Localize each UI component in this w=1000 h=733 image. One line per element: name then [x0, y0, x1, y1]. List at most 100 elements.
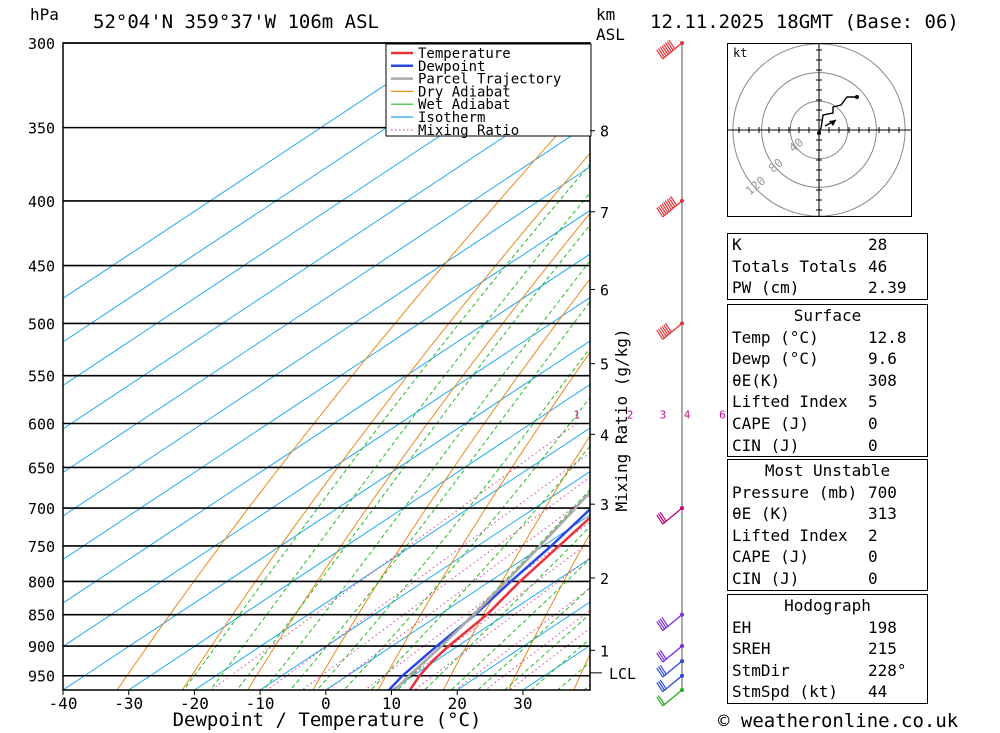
table-row: Lifted Index 5: [728, 391, 927, 413]
hodograph-panel: kt 40 80 120: [727, 43, 912, 217]
table-key: CAPE (J): [732, 547, 810, 567]
table-key: StmSpd (kt): [732, 682, 838, 702]
table-value: 5: [868, 392, 878, 412]
wind-barb-feather: [656, 330, 664, 340]
wind-barb: [656, 644, 684, 663]
km-tick-label: 2: [600, 570, 609, 588]
wet-adiabat-line: [236, 224, 590, 690]
wind-barb-feather: [668, 39, 676, 50]
wind-barb: [656, 39, 684, 60]
wind-barb-staff: [662, 645, 683, 663]
wind-barb-feather: [664, 322, 672, 333]
x-axis-title: Dewpoint / Temperature (°C): [173, 709, 482, 731]
wind-barb-feather: [668, 197, 676, 208]
wind-barb-feather: [659, 679, 667, 690]
wind-barb-feather: [659, 511, 667, 522]
pressure-tick-label: 300: [28, 35, 55, 53]
pressure-tick-label: 500: [28, 315, 55, 333]
table-value: 198: [868, 617, 897, 637]
wind-barb-feather: [657, 513, 665, 523]
table-value: 9.6: [868, 349, 897, 369]
km-tick-label: 8: [600, 123, 609, 141]
table-row: Lifted Index 2: [728, 525, 927, 547]
legend-item-label: Dry Adiabat: [418, 84, 511, 100]
dry-adiabat-line: [442, 434, 590, 690]
table-row: θE(K) 308: [728, 370, 927, 392]
wind-barb: [656, 506, 684, 525]
lcl-label: LCL: [609, 665, 636, 683]
mixing-ratio-label: 2: [627, 408, 634, 421]
wind-barb-feather: [659, 664, 667, 675]
table-value: 700: [868, 482, 897, 502]
table-key: CAPE (J): [732, 413, 810, 433]
km-tick-label: 3: [600, 496, 609, 514]
isotherm-line: [127, 383, 590, 690]
table-key: θE(K): [732, 370, 781, 390]
pressure-tick-label: 900: [28, 638, 55, 656]
wind-barb-feather: [661, 616, 669, 627]
mixing-ratio-line: [301, 476, 590, 690]
x-tick-label: -30: [114, 694, 143, 713]
asl-unit-label: ASL: [596, 25, 625, 44]
pressure-tick-label: 800: [28, 573, 55, 591]
pressure-tick-label: 400: [28, 193, 55, 211]
legend-item-label: Wet Adiabat: [418, 97, 511, 113]
table-value: 2: [868, 525, 878, 545]
table-row: PW (cm) 2.39: [728, 277, 927, 299]
table-row: CIN (J) 0: [728, 568, 927, 590]
most-unstable-title: Most Unstable: [764, 461, 891, 480]
pressure-tick-label: 700: [28, 500, 55, 518]
wind-barb-feather: [663, 324, 671, 334]
pressure-tick-label: 750: [28, 538, 55, 556]
table-row: Dewp (°C) 9.6: [728, 348, 927, 370]
wet-adiabat-line: [343, 396, 590, 690]
table-key: Temp (°C): [732, 327, 819, 347]
x-tick-label: -40: [49, 694, 78, 713]
table-row: StmDir 228°: [728, 660, 927, 682]
table-row: CAPE (J) 0: [728, 413, 927, 435]
wind-barb-dot: [680, 198, 684, 203]
isotherm-line: [193, 427, 590, 690]
wind-barb-dot: [680, 612, 684, 617]
legend-item-label: Dewpoint: [418, 59, 485, 75]
wind-barb-feather: [666, 40, 674, 51]
hodograph-trace-start: [817, 131, 821, 135]
table-key: SREH: [732, 639, 771, 659]
table-key: Totals Totals: [732, 256, 858, 276]
surface-title: Surface: [793, 306, 862, 325]
mixing-ratio-label: 3: [660, 408, 667, 421]
table-value: 308: [868, 370, 897, 390]
wind-barb-feather: [657, 695, 665, 705]
mixing-ratio-axis-title: Mixing Ratio (g/kg): [612, 328, 631, 511]
wind-barb-feather: [657, 619, 665, 630]
most-unstable-table: Most Unstable Pressure (mb) 700 θE (K) 313 L…: [727, 459, 928, 591]
wind-barb-feather: [657, 680, 665, 691]
wind-barb-feather: [659, 618, 667, 629]
mixing-ratio-line: [391, 541, 590, 690]
wind-barb-feather: [656, 667, 664, 678]
dry-adiabat-line: [181, 152, 590, 690]
pressure-tick-label: 850: [28, 607, 55, 625]
table-key: Pressure (mb): [732, 482, 858, 502]
isotherm-line: [390, 557, 590, 690]
table-key: CIN (J): [732, 435, 800, 455]
table-key: K: [732, 235, 742, 254]
wind-barb-staff: [662, 322, 683, 340]
mixing-ratio-label: 6: [719, 408, 726, 421]
wind-barb-feather: [656, 49, 664, 60]
wind-barb-feather: [659, 46, 667, 57]
wet-adiabat-line: [262, 260, 590, 690]
pressure-tick-label: 550: [28, 368, 55, 386]
wind-barb: [656, 612, 684, 632]
wind-barb-staff: [662, 660, 683, 678]
wind-barb-feather: [657, 651, 665, 661]
table-row: CIN (J) 0: [728, 435, 927, 457]
wet-adiabat-line: [423, 525, 590, 690]
table-row: θE (K) 313: [728, 503, 927, 525]
wind-barb-dot: [680, 673, 684, 678]
table-key: Lifted Index: [732, 525, 848, 545]
wind-barb-feather: [659, 327, 667, 337]
dewpoint-profile: [387, 507, 590, 690]
